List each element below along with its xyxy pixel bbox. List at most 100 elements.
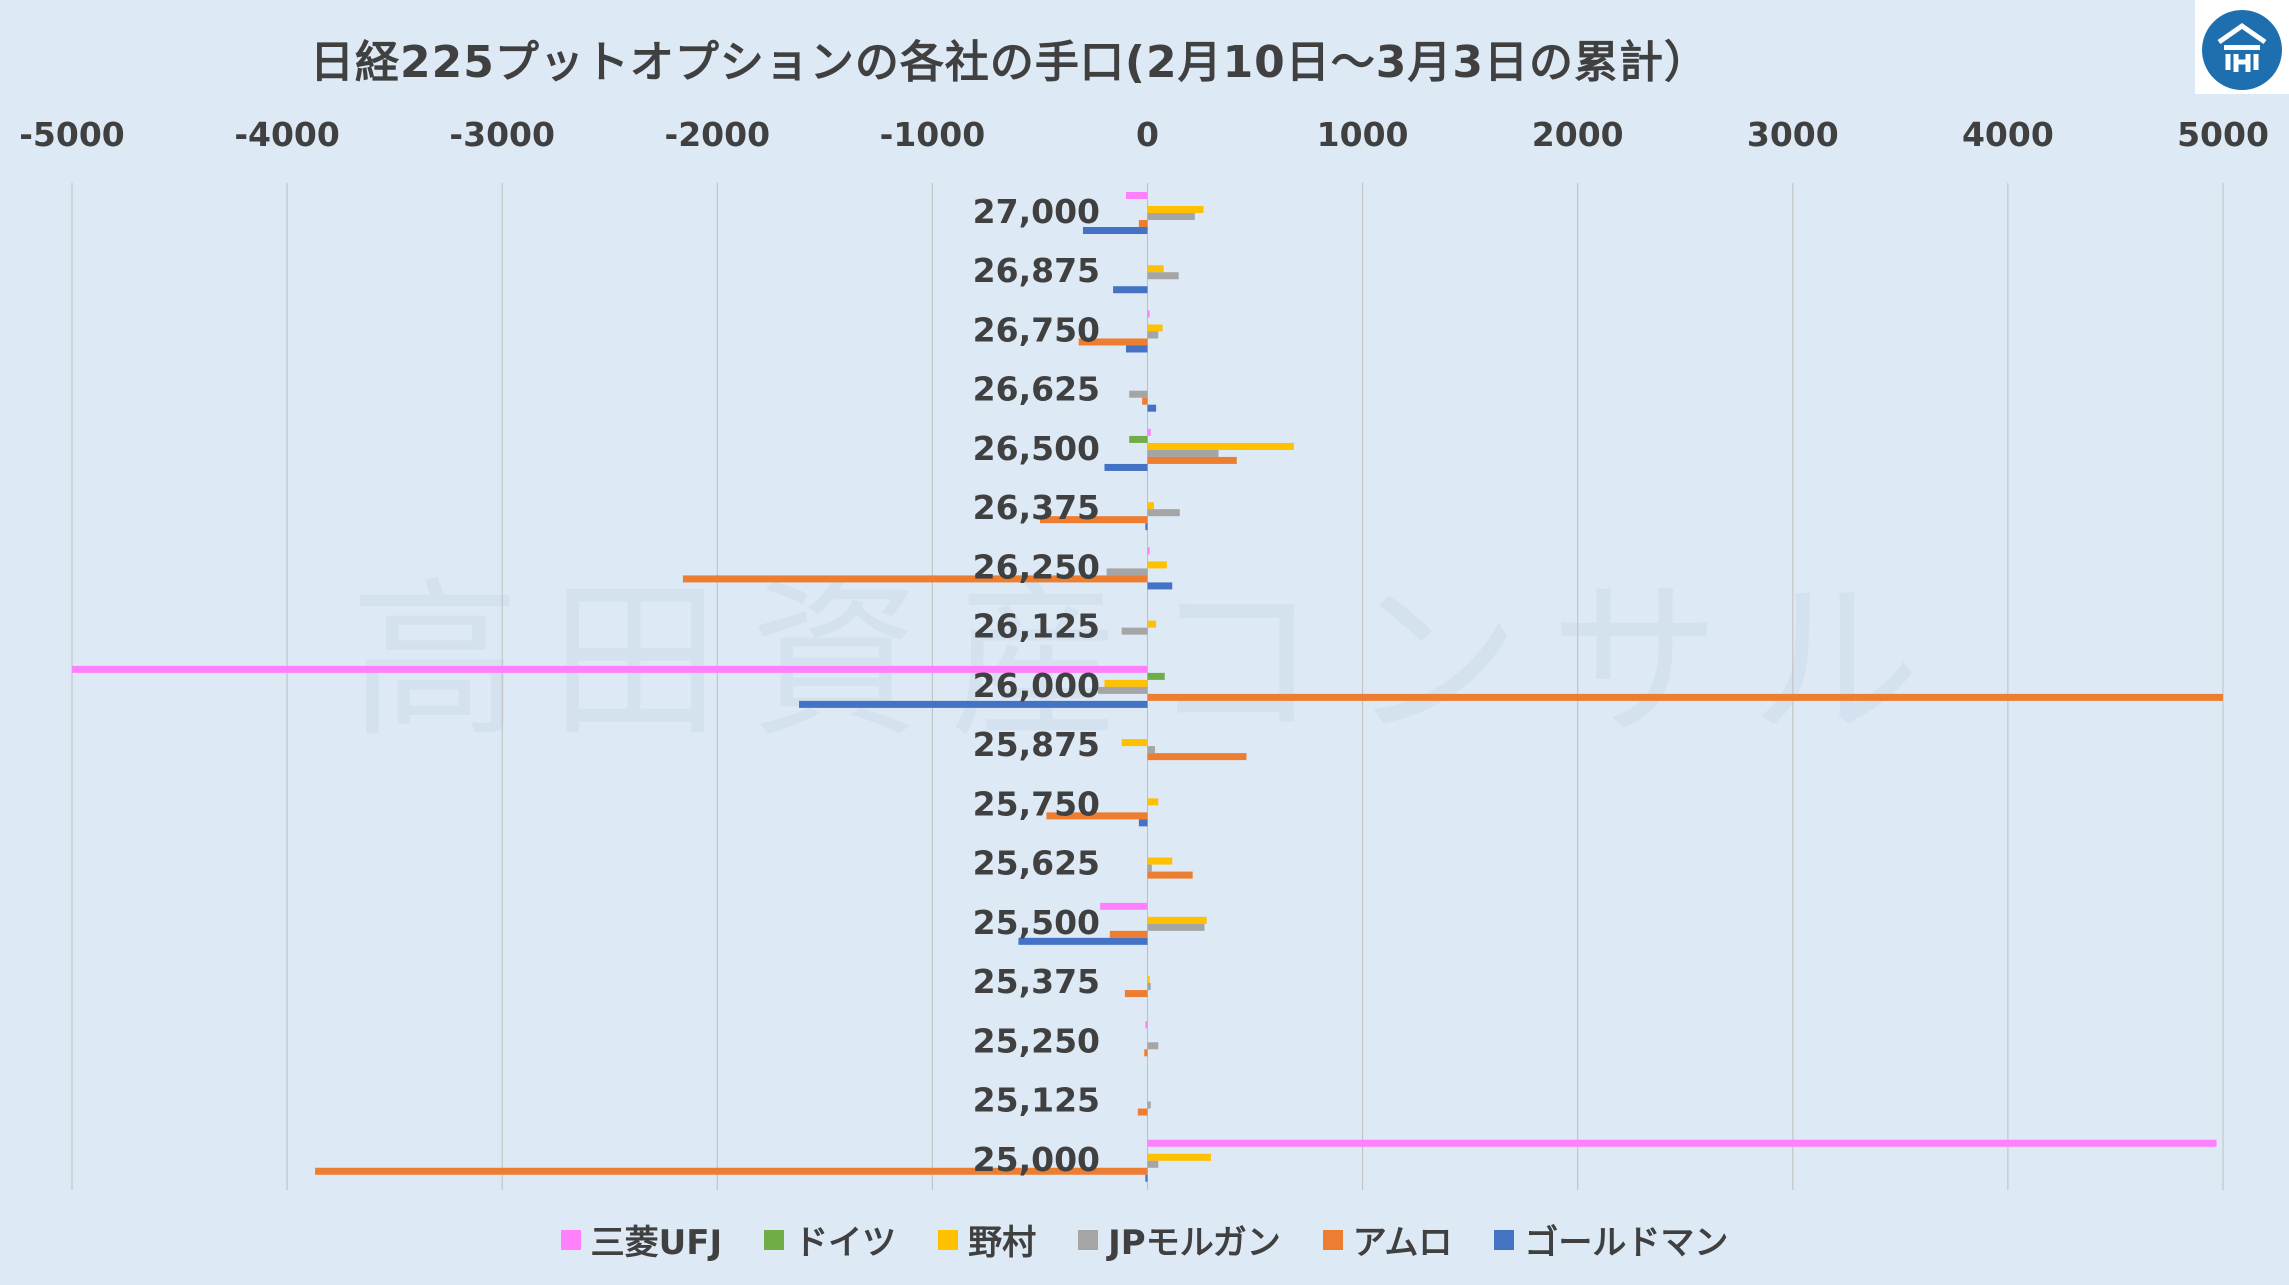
legend-swatch — [764, 1229, 785, 1250]
bar — [1147, 753, 1247, 761]
legend-item: JPモルガン — [1078, 1215, 1281, 1264]
legend-label: 野村 — [968, 1223, 1037, 1263]
legend-label: アムロ — [1352, 1223, 1453, 1263]
legend-swatch — [1494, 1229, 1515, 1250]
x-tick-label: 4000 — [1962, 115, 2054, 154]
x-tick-label: -2000 — [665, 115, 771, 154]
bar — [682, 575, 1148, 583]
y-category-label: 25,250 — [973, 1021, 1100, 1060]
bar — [1147, 456, 1237, 464]
legend: 三菱UFJ ドイツ 野村 JPモルガン アムロ ゴールドマン — [0, 1215, 2289, 1264]
bar — [1147, 746, 1156, 754]
y-category-label: 26,875 — [973, 251, 1100, 290]
chart-title: 日経225プットオプションの各社の手口(2月10日～3月3日の累計） — [310, 37, 1710, 88]
legend-item: アムロ — [1322, 1215, 1453, 1264]
x-tick-label: -4000 — [234, 115, 340, 154]
y-category-label: 27,000 — [973, 192, 1100, 231]
bar — [1147, 1139, 2217, 1147]
bar — [1109, 930, 1148, 938]
bar — [1145, 1174, 1148, 1182]
bar — [1147, 1160, 1159, 1168]
y-category-label: 25,875 — [973, 725, 1100, 764]
bar — [1129, 390, 1148, 398]
bar — [1142, 397, 1148, 405]
bar — [1138, 220, 1148, 227]
bar — [1104, 679, 1148, 687]
y-axis-labels: 27,000 26,875 26,750 26,625 26,500 26,375 26,2… — [973, 192, 1100, 1179]
bar — [1106, 568, 1148, 576]
legend-label: 三菱UFJ — [590, 1223, 723, 1263]
bar — [1098, 686, 1148, 694]
logo — [2195, 0, 2289, 94]
y-category-label: 26,250 — [973, 547, 1100, 586]
bar — [1147, 547, 1150, 555]
bar — [1125, 192, 1148, 199]
bar — [1147, 693, 2223, 701]
y-category-label: 25,625 — [973, 844, 1100, 883]
legend-swatch — [560, 1229, 581, 1250]
bar — [1145, 1021, 1148, 1029]
bar — [799, 700, 1148, 708]
legend-label: JPモルガン — [1108, 1223, 1281, 1263]
bar — [1147, 1153, 1211, 1161]
y-category-label: 26,375 — [973, 488, 1100, 527]
bar — [1145, 523, 1148, 531]
bar — [1147, 923, 1205, 931]
bar — [315, 1167, 1148, 1175]
legend-label: ドイツ — [794, 1223, 897, 1263]
bar — [1147, 871, 1193, 879]
bar — [1147, 1101, 1151, 1109]
legend-item: 野村 — [938, 1215, 1036, 1264]
bar — [1147, 976, 1150, 984]
bar — [1147, 582, 1173, 590]
watermark: 高田資産コンサル — [350, 563, 1950, 761]
bar — [1018, 937, 1148, 945]
bar — [1147, 442, 1294, 450]
y-category-label: 26,500 — [973, 429, 1100, 468]
bar — [1147, 857, 1173, 865]
y-category-label: 25,500 — [973, 903, 1100, 942]
legend-item: ゴールドマン — [1494, 1215, 1728, 1264]
bar — [1039, 516, 1148, 524]
legend-swatch — [1322, 1229, 1343, 1250]
legend-swatch — [938, 1229, 959, 1250]
y-category-label: 25,000 — [973, 1140, 1100, 1179]
x-tick-label: 5000 — [2177, 115, 2269, 154]
bar — [1147, 561, 1167, 569]
y-category-label: 26,750 — [973, 310, 1100, 349]
bar — [1147, 509, 1180, 517]
y-category-label: 26,125 — [973, 607, 1100, 646]
bar — [1147, 213, 1195, 220]
bar — [1046, 812, 1148, 820]
bar — [1078, 338, 1148, 346]
bar — [72, 665, 1148, 673]
bar — [1082, 227, 1148, 234]
bar — [1147, 983, 1151, 991]
bar — [1147, 265, 1164, 273]
bar — [1147, 404, 1157, 412]
legend-item: ドイツ — [764, 1215, 896, 1264]
bar — [1147, 1042, 1159, 1050]
bar — [1144, 1049, 1148, 1057]
x-tick-label: -3000 — [449, 115, 555, 154]
x-axis-ticks: -5000 -4000 -3000 -2000 -1000 0 1000 2000 3000 40… — [19, 115, 2269, 154]
y-category-label: 25,375 — [973, 962, 1100, 1001]
y-category-label: 25,750 — [973, 784, 1100, 823]
bar — [1147, 324, 1163, 332]
bar — [1147, 916, 1207, 924]
bar — [1137, 1108, 1148, 1116]
bar — [1147, 864, 1152, 872]
bar — [1100, 902, 1148, 910]
bar — [1147, 206, 1204, 213]
x-tick-label: 2000 — [1532, 115, 1624, 154]
bar — [1104, 463, 1148, 471]
bar — [1147, 620, 1157, 628]
bars — [72, 192, 2223, 1182]
bar — [1113, 286, 1148, 294]
x-tick-label: -1000 — [880, 115, 986, 154]
y-category-label: 25,125 — [973, 1081, 1100, 1120]
bar — [1147, 272, 1179, 280]
logo-icon — [2202, 10, 2282, 90]
bar — [1129, 435, 1148, 443]
bar — [1138, 819, 1148, 827]
